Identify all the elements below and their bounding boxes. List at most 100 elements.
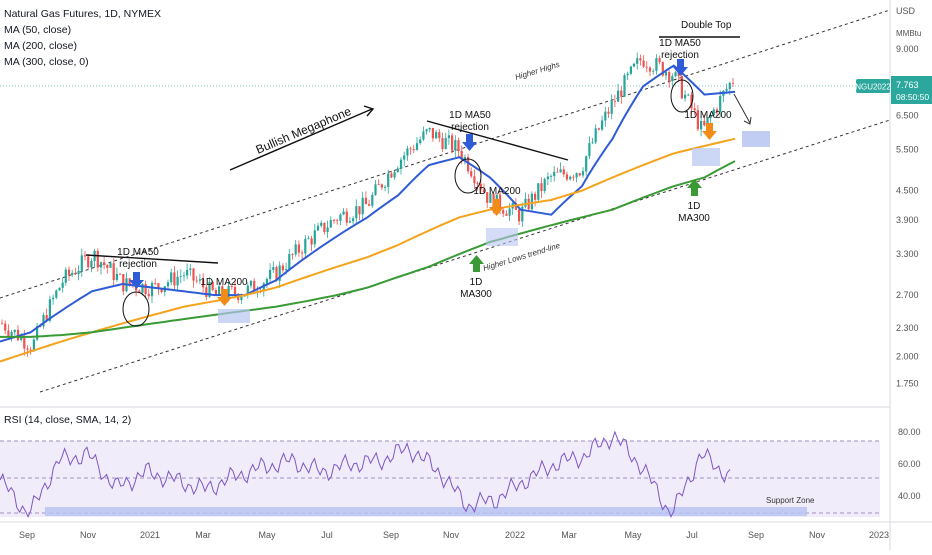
candle-body xyxy=(559,169,562,173)
legend-ma50: MA (50, close) xyxy=(4,24,72,36)
price-tick-label: 2.300 xyxy=(896,323,919,333)
legend-ma200: MA (200, close) xyxy=(4,40,77,52)
time-tick-label: Sep xyxy=(19,530,35,540)
rsi-tick-label: 60.00 xyxy=(898,459,921,469)
candle-body xyxy=(13,329,16,333)
candle-body xyxy=(470,171,473,177)
orange-arrow-2 xyxy=(489,199,504,216)
price-tick-label: 6.500 xyxy=(896,111,919,121)
candle-body xyxy=(119,273,122,275)
candle-body xyxy=(403,155,406,160)
candle-body xyxy=(364,197,367,205)
candle-body xyxy=(482,189,486,193)
ma300-label-1-line2: MA300 xyxy=(460,289,492,300)
candle-body xyxy=(684,94,687,99)
rsi-group xyxy=(0,430,731,519)
candle-body xyxy=(565,174,569,180)
candle-body xyxy=(339,214,342,221)
candle-body xyxy=(454,140,457,151)
candle-body xyxy=(431,127,434,139)
time-tick-label: 2021 xyxy=(140,530,160,540)
candle-body xyxy=(473,176,476,184)
candle-body xyxy=(352,218,355,222)
candle-body xyxy=(728,82,731,90)
candle-body xyxy=(534,193,537,200)
candle-body xyxy=(712,109,715,115)
candle-body xyxy=(476,183,479,184)
time-tick-label: Mar xyxy=(195,530,211,540)
candle-body xyxy=(297,244,300,253)
candle-body xyxy=(585,156,588,172)
candle-body xyxy=(677,72,680,76)
candle-body xyxy=(674,72,677,77)
price-tick-label: 4.500 xyxy=(896,186,919,196)
candle-body xyxy=(642,60,645,67)
candle-body xyxy=(393,172,396,178)
candle-body xyxy=(115,273,118,280)
candle-body xyxy=(693,108,696,111)
ma200-zone-box-2 xyxy=(486,228,518,246)
candle-body xyxy=(7,330,10,336)
candle-body xyxy=(451,135,454,151)
candle-body xyxy=(179,276,182,277)
candle-body xyxy=(285,269,288,271)
time-tick-label: Nov xyxy=(809,530,826,540)
candle-body xyxy=(524,198,527,207)
ma-line xyxy=(0,137,736,363)
higher-lows-trendline xyxy=(39,119,891,393)
time-tick-label: Jul xyxy=(321,530,333,540)
candle-body xyxy=(329,220,332,228)
ma200-label-3: 1D MA200 xyxy=(684,110,732,121)
candle-body xyxy=(198,279,201,281)
time-tick-label: 2023 xyxy=(869,530,889,540)
time-ticks: Sep Nov 2021 Mar May Jul Sep Nov 2022 Mar May Jul Se… xyxy=(19,530,889,540)
candle-body xyxy=(540,183,543,191)
ma50-rejection-label-1: 1D MA50 rejection xyxy=(117,247,159,270)
candle-body xyxy=(715,109,719,112)
candle-body xyxy=(578,173,581,176)
candle-body xyxy=(176,276,179,286)
candle-body xyxy=(278,265,281,281)
resistance-line-1 xyxy=(85,254,219,264)
ma-line xyxy=(0,160,736,338)
candle-body xyxy=(399,159,403,169)
price-tick-label: 3.300 xyxy=(896,249,919,259)
candle-body xyxy=(99,262,103,268)
candle-body xyxy=(543,179,546,191)
candle-body xyxy=(80,255,83,271)
candle-body xyxy=(361,197,364,215)
candle-body xyxy=(10,332,13,336)
candle-body xyxy=(607,111,610,114)
candle-body xyxy=(310,238,313,245)
candle-body xyxy=(521,206,524,222)
candle-body xyxy=(463,157,466,160)
candle-body xyxy=(709,115,712,118)
candle-body xyxy=(671,76,674,81)
candle-body xyxy=(230,286,233,287)
support-zone-box xyxy=(45,507,807,516)
ma-line xyxy=(0,64,736,343)
candle-body xyxy=(601,120,604,130)
candle-body xyxy=(412,149,415,150)
candle-body xyxy=(623,75,626,97)
candle-body xyxy=(272,267,275,270)
candle-body xyxy=(486,192,489,203)
candle-body xyxy=(348,221,351,223)
candle-body xyxy=(355,206,358,219)
candle-body xyxy=(182,275,186,277)
candle-body xyxy=(594,128,597,143)
candle-body xyxy=(680,76,683,99)
candle-body xyxy=(422,131,425,140)
candle-body xyxy=(240,296,243,300)
candle-body xyxy=(549,176,553,177)
candle-body xyxy=(537,183,540,200)
rejection-circle-2 xyxy=(454,158,482,194)
candle-body xyxy=(553,171,556,177)
candle-body xyxy=(358,206,361,215)
candle-body xyxy=(661,62,664,76)
ma200-zone-box-1 xyxy=(218,309,250,323)
candle-body xyxy=(83,255,87,257)
candle-body xyxy=(291,254,294,255)
candle-body xyxy=(87,256,90,268)
orange-arrow-1 xyxy=(217,289,232,306)
